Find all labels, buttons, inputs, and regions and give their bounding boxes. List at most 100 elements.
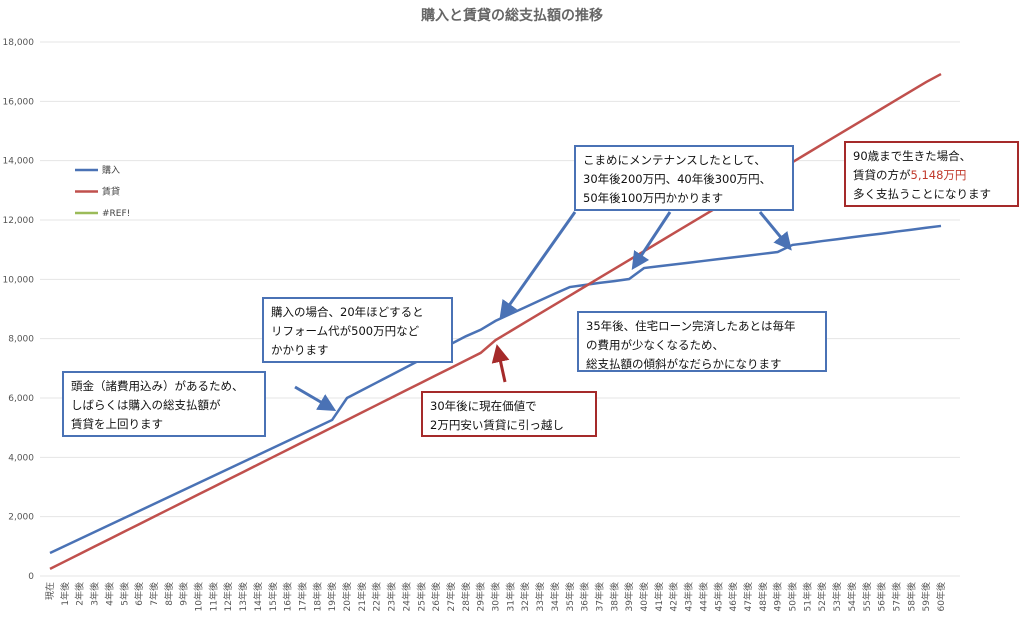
annotation-text: 30年後に現在価値で <box>430 399 537 413</box>
x-tick-label: 42年後 <box>668 582 680 611</box>
x-tick-label: 51年後 <box>801 582 813 611</box>
annotation-run: 35年後、住宅ローン完済したあとは毎年 <box>586 319 796 333</box>
x-tick-label: 31年後 <box>504 582 516 611</box>
annotation-box <box>844 141 1019 207</box>
annotation-arrow <box>758 211 792 251</box>
chart-title: 購入と賃貸の総支払額の推移 <box>420 7 603 24</box>
annotation-run: 5,148万円 <box>911 168 967 182</box>
annotation-text: 30年後200万円、40年後300万円、 <box>583 172 771 186</box>
annotation-text: 賃貸を上回ります <box>71 417 163 431</box>
annotation-arrow <box>294 385 337 412</box>
x-tick-label: 22年後 <box>371 582 383 611</box>
x-tick-label: 55年後 <box>861 582 873 611</box>
annotation-run: 頭金（諸費用込み）があるため、 <box>71 379 244 393</box>
x-tick-label: 18年後 <box>311 582 323 611</box>
x-tick-label: 53年後 <box>831 582 843 611</box>
annotation-run: 2万円安い賃貸に引っ越し <box>430 418 564 432</box>
annotation-text: かかります <box>271 343 329 357</box>
annotation-box <box>262 297 453 363</box>
x-tick-label: 2年後 <box>74 582 86 606</box>
x-tick-label: 6年後 <box>133 582 145 606</box>
y-tick-label: 14,000 <box>3 157 35 167</box>
legend-label: 賃貸 <box>102 186 120 198</box>
x-tick-label: 9年後 <box>178 582 190 606</box>
annotation-run: かかります <box>271 343 329 357</box>
annotation-text: 賃貸の方が5,148万円 <box>853 168 966 182</box>
annotation-run: こまめにメンテナンスしたとして、 <box>583 153 766 167</box>
x-tick-label: 36年後 <box>579 582 591 611</box>
y-tick-label: 10,000 <box>3 275 35 285</box>
x-tick-label: 7年後 <box>148 582 160 606</box>
x-tick-label: 現在 <box>44 582 56 600</box>
annotation-run: 購入の場合、20年ほどすると <box>271 305 424 319</box>
annotation-box <box>62 371 266 437</box>
annotation-text: 2万円安い賃貸に引っ越し <box>430 418 564 432</box>
x-tick-label: 3年後 <box>89 582 101 606</box>
x-tick-label: 30年後 <box>490 582 502 611</box>
x-tick-label: 26年後 <box>430 582 442 611</box>
x-tick-label: 32年後 <box>519 582 531 611</box>
x-tick-label: 40年後 <box>638 582 650 611</box>
x-tick-label: 46年後 <box>727 582 739 611</box>
x-tick-label: 23年後 <box>386 582 398 611</box>
x-tick-label: 28年後 <box>460 582 472 611</box>
annotation-run: 総支払額の傾斜がなだらかになります <box>586 357 782 371</box>
y-tick-label: 12,000 <box>3 216 35 226</box>
annotation-text: こまめにメンテナンスしたとして、 <box>583 153 766 167</box>
legend-label: 購入 <box>102 164 120 176</box>
x-tick-label: 15年後 <box>267 582 279 611</box>
annotation-box <box>421 391 597 437</box>
x-tick-label: 43年後 <box>683 582 695 611</box>
annotation-run: 賃貸の方が <box>853 168 911 182</box>
x-tick-label: 29年後 <box>475 582 487 611</box>
annotation-run: リフォーム代が500万円など <box>271 324 420 338</box>
x-tick-label: 35年後 <box>564 582 576 611</box>
x-tick-label: 41年後 <box>653 582 665 611</box>
x-tick-label: 5年後 <box>118 582 130 606</box>
annotation-run: 多く支払うことになります <box>853 187 991 201</box>
x-tick-label: 47年後 <box>742 582 754 611</box>
y-tick-label: 16,000 <box>3 97 35 107</box>
annotation-run: 30年後200万円、40年後300万円、 <box>583 172 771 186</box>
annotation-run: 30年後に現在価値で <box>430 399 537 413</box>
x-tick-label: 45年後 <box>712 582 724 611</box>
x-tick-label: 38年後 <box>608 582 620 611</box>
annotation-run: 90歳まで生きた場合、 <box>853 149 971 163</box>
x-tick-label: 59年後 <box>920 582 932 611</box>
x-tick-label: 34年後 <box>549 582 561 611</box>
x-tick-label: 16年後 <box>282 582 294 611</box>
x-tick-label: 50年後 <box>787 582 799 611</box>
x-tick-label: 4年後 <box>103 582 115 606</box>
x-tick-label: 20年後 <box>341 582 353 611</box>
annotation-text: 購入の場合、20年ほどすると <box>271 305 424 319</box>
x-tick-label: 57年後 <box>890 582 902 611</box>
x-tick-label: 44年後 <box>697 582 709 611</box>
x-tick-label: 49年後 <box>772 582 784 611</box>
x-tick-label: 33年後 <box>534 582 546 611</box>
y-tick-label: 0 <box>28 572 34 582</box>
annotation-arrow <box>499 211 577 319</box>
x-tick-label: 17年後 <box>296 582 308 611</box>
annotation-run: の費用が少なくなるため、 <box>586 338 724 352</box>
x-tick-label: 13年後 <box>237 582 249 611</box>
x-tick-label: 37年後 <box>593 582 605 611</box>
annotation-box <box>577 311 827 372</box>
annotation-text: リフォーム代が500万円など <box>271 324 420 338</box>
x-tick-label: 12年後 <box>222 582 234 611</box>
annotation-box <box>574 145 794 211</box>
x-tick-label: 58年後 <box>905 582 917 611</box>
annotation-text: 頭金（諸費用込み）があるため、 <box>71 379 244 393</box>
x-tick-label: 21年後 <box>356 582 368 611</box>
x-tick-label: 1年後 <box>59 582 71 606</box>
x-tick-label: 8年後 <box>163 582 175 606</box>
series-line <box>49 224 942 555</box>
legend-label: #REF! <box>102 209 130 219</box>
annotation-text: 多く支払うことになります <box>853 187 991 201</box>
x-tick-label: 52年後 <box>816 582 828 611</box>
x-tick-label: 60年後 <box>935 582 947 611</box>
y-tick-label: 6,000 <box>8 394 34 404</box>
annotation-run: 50年後100万円かかります <box>583 191 723 205</box>
x-tick-label: 11年後 <box>207 582 219 611</box>
annotation-text: 35年後、住宅ローン完済したあとは毎年 <box>586 319 796 333</box>
